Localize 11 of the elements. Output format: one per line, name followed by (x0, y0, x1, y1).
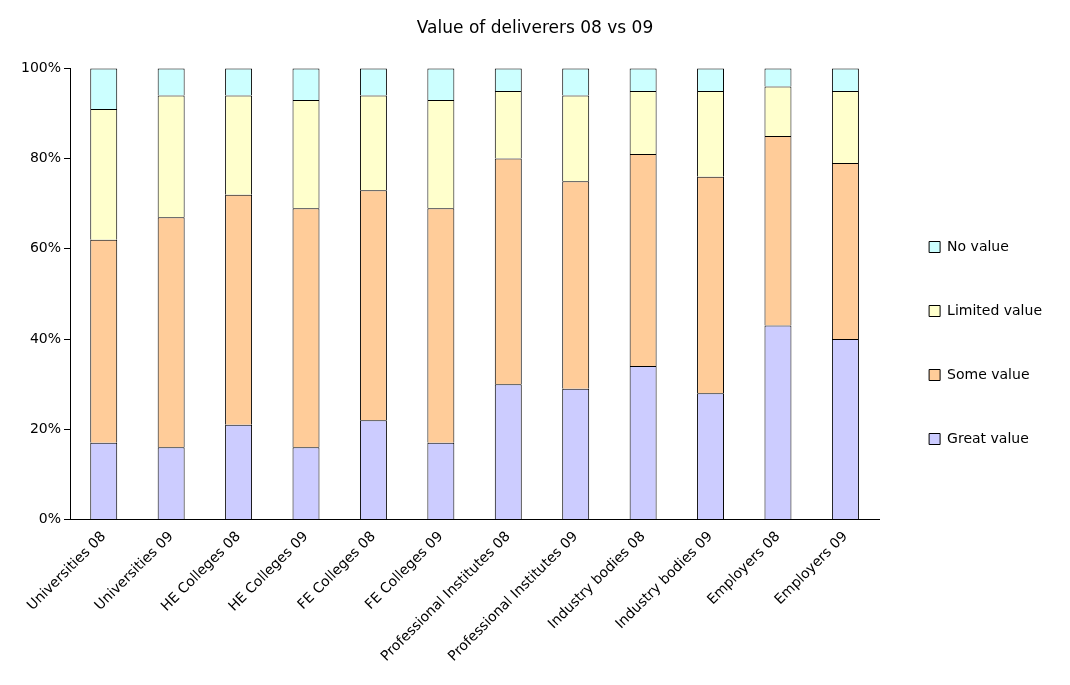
legend-label: Limited value (947, 301, 1043, 318)
legend-label: No value (947, 237, 1009, 254)
legend-label: Some value (947, 365, 1030, 382)
y-tick-label: 100% (20, 59, 62, 76)
y-tick-label: 40% (29, 329, 62, 346)
y-tick-label: 60% (29, 239, 62, 256)
y-tick-label: 0% (38, 510, 62, 527)
legend-label: Great value (947, 429, 1029, 446)
y-tick-label: 80% (29, 149, 62, 166)
y-tick-label: 20% (29, 419, 62, 436)
chart-title: Value of deliverers 08 vs 09 (416, 16, 654, 37)
